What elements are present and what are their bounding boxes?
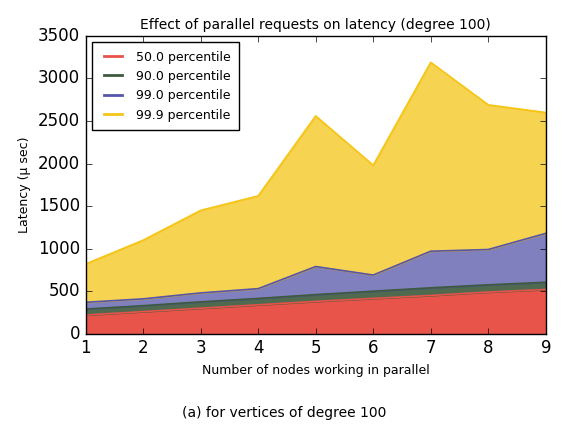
X-axis label: Number of nodes working in parallel: Number of nodes working in parallel xyxy=(202,364,430,377)
Text: (a) for vertices of degree 100: (a) for vertices of degree 100 xyxy=(182,405,387,419)
Title: Effect of parallel requests on latency (degree 100): Effect of parallel requests on latency (… xyxy=(141,18,491,32)
Y-axis label: Latency (μ sec): Latency (μ sec) xyxy=(18,136,31,233)
Legend: 50.0 percentile, 90.0 percentile, 99.0 percentile, 99.9 percentile: 50.0 percentile, 90.0 percentile, 99.0 p… xyxy=(92,42,239,130)
